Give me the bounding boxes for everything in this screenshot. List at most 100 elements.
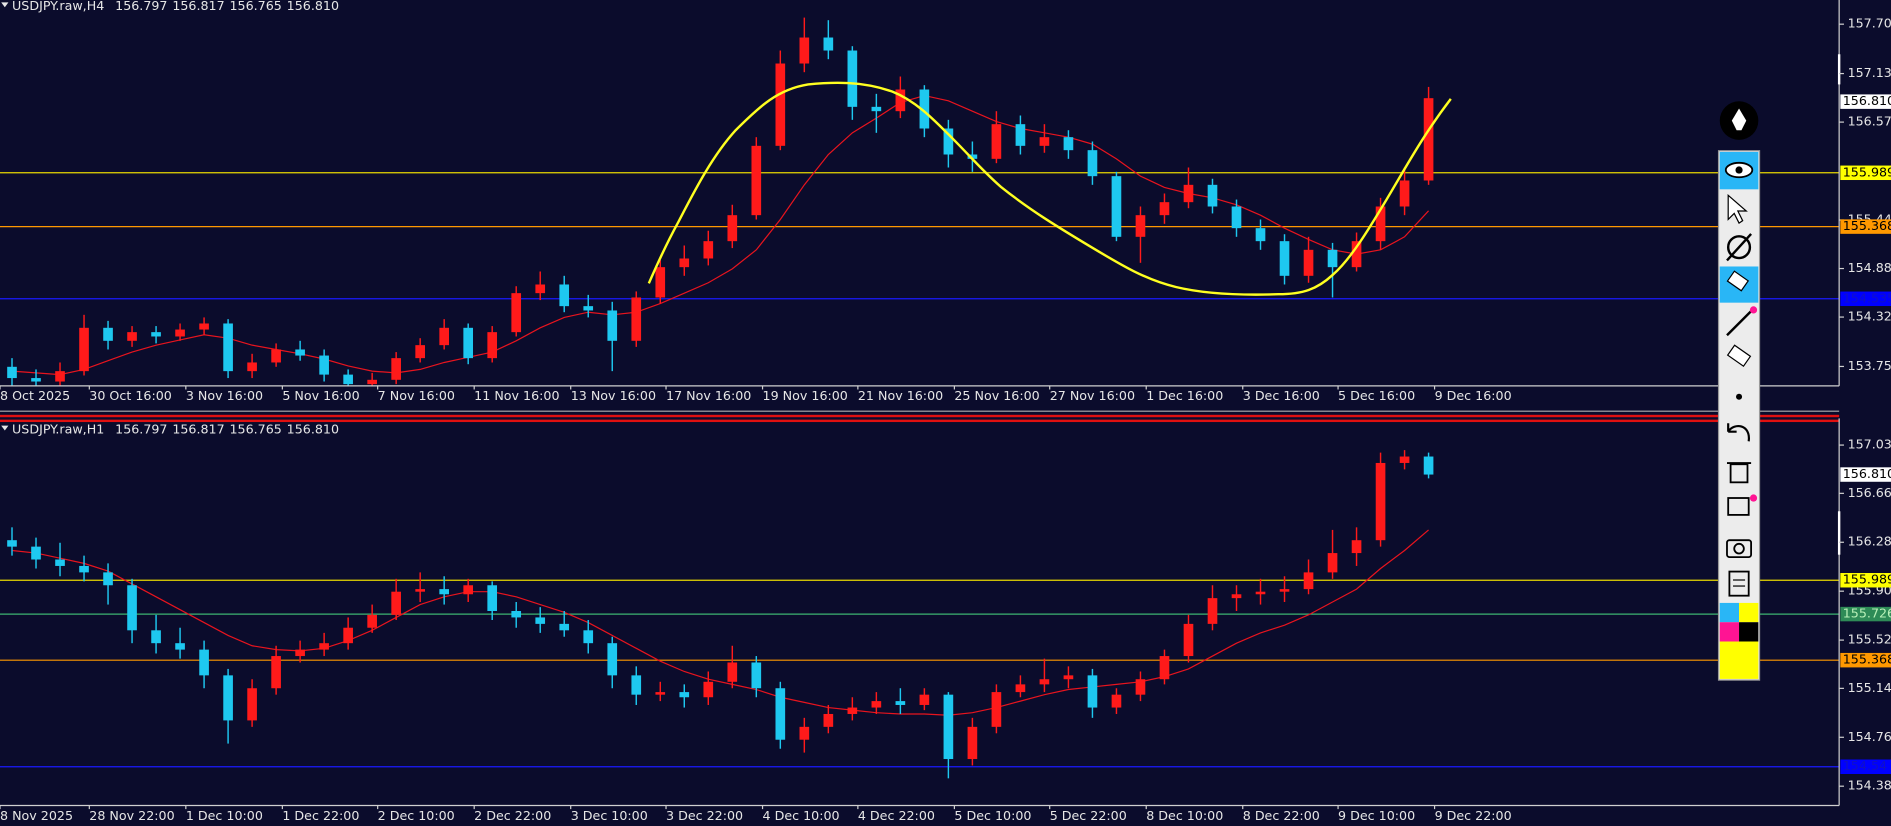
quote-value: 156.810 bbox=[287, 0, 339, 13]
candle-body bbox=[199, 649, 209, 676]
candle-body bbox=[1279, 241, 1290, 276]
candle-body bbox=[1111, 176, 1122, 237]
panel-separator bbox=[0, 414, 1840, 418]
candle-body bbox=[535, 284, 546, 294]
color-swatch[interactable] bbox=[1719, 622, 1740, 642]
clipboard-button[interactable] bbox=[1728, 570, 1750, 597]
candle-body bbox=[535, 617, 546, 624]
candle-body bbox=[103, 572, 113, 586]
eraser-button[interactable] bbox=[1726, 344, 1752, 368]
candle-body bbox=[1399, 456, 1410, 463]
candle-body bbox=[1351, 540, 1362, 554]
candle-body bbox=[79, 327, 89, 372]
quote-value: 156.765 bbox=[229, 0, 281, 13]
candle-body bbox=[1351, 241, 1362, 268]
candle-body bbox=[79, 565, 89, 573]
candle-body bbox=[1303, 249, 1314, 276]
magnet-button[interactable] bbox=[1726, 235, 1752, 260]
candle-body bbox=[727, 662, 738, 682]
panel-separator bbox=[0, 419, 1840, 423]
template-indicator bbox=[1749, 494, 1758, 502]
magnet-slash bbox=[1726, 233, 1752, 262]
candle-body bbox=[967, 154, 978, 159]
candle-body bbox=[55, 371, 65, 382]
candle-body bbox=[151, 332, 161, 337]
trash-button[interactable] bbox=[1729, 463, 1749, 484]
symbol: USDJPY.raw,H4 bbox=[12, 0, 104, 13]
x-tick-label: 21 Nov 16:00 bbox=[858, 388, 943, 403]
candle-body bbox=[1159, 202, 1170, 216]
h1-plot bbox=[0, 450, 1840, 779]
x-tick-label: 3 Dec 22:00 bbox=[666, 808, 743, 823]
x-tick-label: 30 Oct 16:00 bbox=[89, 388, 172, 403]
candle-body bbox=[607, 310, 618, 341]
candle-body bbox=[127, 332, 137, 341]
candle-body bbox=[775, 688, 786, 740]
x-tick-label: 1 Dec 22:00 bbox=[282, 808, 359, 823]
color-swatch[interactable] bbox=[1739, 602, 1759, 623]
candle-body bbox=[319, 355, 329, 375]
cursor-button[interactable] bbox=[1727, 194, 1748, 224]
candle-body bbox=[295, 349, 305, 356]
candle-body bbox=[1063, 137, 1074, 151]
color-swatch[interactable] bbox=[1719, 602, 1740, 623]
candle-body bbox=[415, 345, 425, 359]
candle-body bbox=[919, 89, 930, 129]
x-tick-label: 3 Dec 10:00 bbox=[571, 808, 648, 823]
camera-button[interactable] bbox=[1726, 539, 1753, 559]
dot-button[interactable] bbox=[1736, 393, 1743, 400]
price-label: 156.810 bbox=[1843, 93, 1891, 108]
x-tick-label: 27 Nov 16:00 bbox=[1050, 388, 1135, 403]
candle-body bbox=[439, 327, 450, 346]
freehand-curve[interactable] bbox=[647, 81, 1452, 296]
candle-body bbox=[751, 145, 762, 216]
y-tick-label: 157.134 bbox=[1848, 65, 1891, 80]
eraser-icon bbox=[1726, 270, 1750, 292]
template-button[interactable] bbox=[1727, 497, 1750, 516]
candle-body bbox=[1279, 589, 1290, 592]
quote-value: 156.797 bbox=[115, 0, 167, 13]
candle-body bbox=[1423, 98, 1434, 181]
candle-body bbox=[775, 63, 786, 146]
level-label: 154.54 bbox=[1843, 758, 1887, 773]
candle-body bbox=[391, 591, 401, 615]
pen-icon bbox=[1731, 108, 1747, 131]
moving-average bbox=[11, 529, 1429, 716]
candle-body bbox=[1375, 206, 1386, 242]
candle-body bbox=[1015, 124, 1026, 146]
candle-body bbox=[679, 692, 690, 698]
level-label-box bbox=[1840, 291, 1891, 307]
quote-value: 156.817 bbox=[172, 421, 224, 436]
y-tick-label: 153.754 bbox=[1848, 358, 1891, 373]
candle-body bbox=[1231, 594, 1242, 599]
line-button[interactable] bbox=[1726, 310, 1752, 337]
h4-plot bbox=[0, 17, 1840, 386]
candle-body bbox=[1327, 553, 1338, 573]
x-tick-label: 8 Oct 2025 bbox=[0, 388, 70, 403]
candle-body bbox=[871, 701, 882, 708]
undo-button[interactable] bbox=[1727, 423, 1750, 442]
candle-body bbox=[31, 378, 41, 382]
x-tick-label: 28 Nov 22:00 bbox=[89, 808, 174, 823]
color-swatch[interactable] bbox=[1739, 622, 1759, 642]
candle-body bbox=[103, 327, 113, 341]
active-color[interactable] bbox=[1719, 641, 1759, 679]
candle-body bbox=[271, 656, 281, 689]
x-tick-label: 7 Nov 16:00 bbox=[378, 388, 455, 403]
candle-body bbox=[559, 284, 570, 307]
x-tick-label: 13 Nov 16:00 bbox=[571, 388, 656, 403]
x-tick-label: 17 Nov 16:00 bbox=[666, 388, 751, 403]
level-label-box bbox=[1840, 219, 1891, 234]
candle-body bbox=[271, 349, 281, 363]
x-tick-label: 9 Dec 22:00 bbox=[1435, 808, 1512, 823]
candle-body bbox=[823, 713, 834, 727]
x-tick-label: 4 Dec 10:00 bbox=[763, 808, 840, 823]
candle-body bbox=[223, 323, 233, 372]
candle-body bbox=[391, 358, 401, 380]
chart-header: USDJPY.raw,H4 156.797 156.817 156.765 156.81… bbox=[12, 0, 339, 13]
x-tick-label: 25 Nov 16:00 bbox=[954, 388, 1039, 403]
h4-axes: USDJPY.raw,H4 156.797 156.817 156.765 156.81… bbox=[0, 0, 1891, 403]
candle-body bbox=[991, 124, 1002, 159]
y-tick-label: 156.574 bbox=[1848, 114, 1891, 129]
level-label-box bbox=[1840, 606, 1891, 622]
